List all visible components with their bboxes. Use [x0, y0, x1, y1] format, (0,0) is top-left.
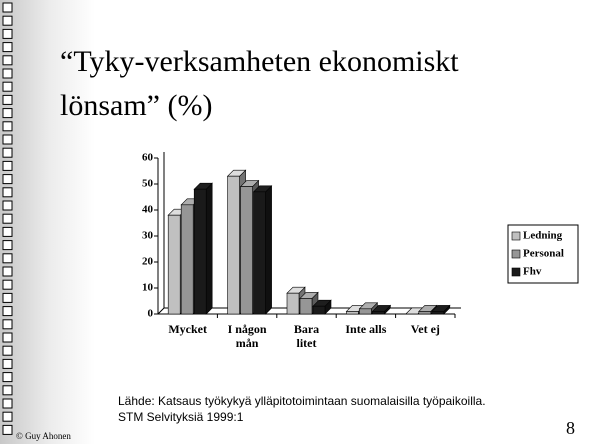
strip-box [2, 68, 13, 79]
bar-face [167, 214, 181, 315]
strip-box [2, 292, 13, 303]
strip-box [2, 200, 13, 211]
source-note: Lähde: Katsaus työkykyä ylläpitotoiminta… [118, 394, 486, 424]
legend-swatch [511, 231, 521, 241]
strip-box [2, 385, 13, 396]
bar-face [227, 175, 240, 315]
footer: © Guy Ahonen [16, 431, 71, 441]
x-tick-label: I någon mån [227, 322, 267, 350]
strip-box [2, 134, 13, 145]
y-tick-label: 30 [142, 230, 154, 242]
bar [299, 291, 319, 315]
strip-box [2, 94, 13, 105]
y-tick-label: 40 [142, 204, 154, 216]
bar-face [418, 311, 432, 315]
strip-box [2, 15, 13, 26]
bar-face [205, 182, 213, 315]
strip-box [2, 55, 13, 66]
y-tick-label: 0 [148, 308, 154, 320]
y-tick-label: 50 [142, 178, 154, 190]
bar-face [299, 298, 313, 315]
y-tick-label: 20 [142, 256, 154, 268]
strip-box [2, 358, 13, 369]
strip-box [2, 2, 13, 13]
bar [193, 182, 213, 315]
bar [312, 299, 332, 315]
strip-box [2, 108, 13, 119]
strip-box [2, 226, 13, 237]
strip-box [2, 160, 13, 171]
bar-face [359, 308, 372, 315]
bar [371, 304, 392, 315]
strip-box [2, 279, 13, 290]
strip-box [2, 213, 13, 224]
bar-face [253, 191, 266, 315]
legend-swatch [511, 267, 521, 277]
bar-face [346, 311, 359, 315]
x-tick-label: Vet ej [410, 322, 440, 336]
bar-face [286, 292, 300, 315]
bar-face [265, 185, 272, 315]
legend-label: Personal [523, 248, 564, 260]
strip-box [2, 240, 13, 251]
strip-box [2, 28, 13, 39]
bar-face [312, 305, 326, 315]
bar-face [240, 186, 253, 315]
bar-face [180, 204, 194, 315]
strip-box [2, 187, 13, 198]
strip-box [2, 174, 13, 185]
x-tick-label: Bara litet [293, 322, 320, 350]
bar [252, 185, 273, 315]
strip-box [2, 411, 13, 422]
strip-box [2, 121, 13, 132]
strip-box [2, 147, 13, 158]
bar-face [431, 311, 445, 315]
y-tick-label: 60 [142, 152, 154, 164]
bar-face [372, 311, 385, 315]
strip-box [2, 398, 13, 409]
strip-box [2, 306, 13, 317]
strip-box [2, 253, 13, 264]
strip-box [2, 319, 13, 330]
page-number: 8 [566, 418, 575, 438]
strip-box [2, 345, 13, 356]
bar [431, 304, 451, 315]
legend-label: Fhv [523, 266, 542, 278]
strip-box [2, 266, 13, 277]
legend-swatch [511, 249, 521, 259]
strip-box [2, 42, 13, 53]
strip-box [2, 81, 13, 92]
slide-title: “Tyky-verksamheten ekonomiskt lönsam” (%… [60, 45, 459, 122]
strip-box [2, 332, 13, 343]
x-tick-label: Inte alls [345, 322, 387, 336]
x-tick-label: Mycket [168, 322, 208, 336]
strip-box [2, 372, 13, 383]
legend-label: Ledning [523, 230, 563, 242]
bar-face [193, 188, 207, 315]
y-tick-label: 10 [142, 282, 154, 294]
strip-box [2, 424, 13, 435]
